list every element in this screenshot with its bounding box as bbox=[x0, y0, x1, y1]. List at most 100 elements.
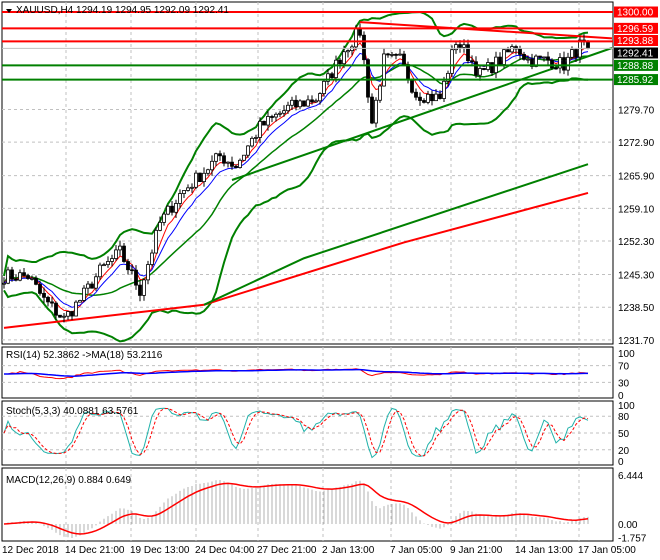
candle-body bbox=[222, 155, 226, 164]
candle-body bbox=[294, 99, 298, 108]
candle-body bbox=[342, 51, 346, 65]
panel-frame bbox=[1, 346, 614, 399]
dropdown-arrow-icon[interactable] bbox=[6, 9, 12, 13]
candle-body bbox=[362, 34, 366, 61]
candle-body bbox=[106, 261, 110, 266]
candle-body bbox=[438, 93, 442, 99]
candle-body bbox=[242, 154, 246, 161]
candle-body bbox=[162, 213, 166, 223]
candle-body bbox=[158, 221, 162, 231]
level-label-bg bbox=[614, 6, 658, 18]
candle-body bbox=[98, 264, 102, 278]
rsi-ma-line bbox=[4, 368, 588, 377]
rsi-tick: 0 bbox=[618, 391, 624, 402]
candle-body bbox=[170, 205, 174, 213]
candle-body bbox=[470, 60, 474, 63]
x-tick-label: 14 Jan 13:00 bbox=[515, 545, 573, 556]
candle-body bbox=[586, 41, 590, 49]
candle-body bbox=[118, 245, 122, 251]
candle-body bbox=[330, 73, 334, 79]
candle-body bbox=[198, 172, 202, 183]
candle-body bbox=[346, 50, 350, 53]
candle-body bbox=[450, 49, 454, 74]
ma-medium bbox=[3, 51, 589, 308]
y-tick-label: 1252.30 bbox=[618, 237, 655, 248]
x-tick-label: 9 Jan 21:00 bbox=[450, 545, 503, 556]
trendline-support bbox=[231, 47, 613, 181]
candle-body bbox=[322, 80, 326, 94]
candle-body bbox=[434, 93, 438, 102]
candle-body bbox=[6, 269, 10, 284]
candle-body bbox=[134, 269, 138, 286]
candle-body bbox=[482, 68, 486, 70]
candle-body bbox=[518, 48, 522, 55]
candle-body bbox=[270, 116, 274, 118]
level-label-bg bbox=[614, 35, 658, 46]
candle-body bbox=[566, 56, 570, 71]
candle-body bbox=[182, 190, 186, 194]
candle-body bbox=[462, 44, 466, 48]
stoch-tick: 80 bbox=[618, 412, 630, 423]
candle-body bbox=[202, 172, 206, 183]
candle-body bbox=[290, 99, 294, 106]
candle-body bbox=[70, 311, 74, 317]
candle-body bbox=[446, 72, 450, 82]
stoch-signal-line bbox=[3, 407, 589, 457]
candle-body bbox=[86, 283, 90, 289]
ma-fast bbox=[3, 42, 589, 314]
candle-body bbox=[54, 302, 58, 316]
candle-body bbox=[306, 99, 310, 107]
candle-body bbox=[570, 49, 574, 58]
candle-body bbox=[430, 93, 434, 102]
candle-body bbox=[66, 311, 70, 317]
candle-body bbox=[466, 44, 470, 62]
level-label: 1293.88 bbox=[617, 36, 654, 47]
level-label-bg bbox=[614, 59, 658, 71]
candle-body bbox=[454, 44, 458, 51]
candle-body bbox=[262, 120, 266, 126]
level-label: 1300.00 bbox=[617, 8, 654, 19]
stoch-label: Stoch(5,3,3) 40.0881 63.5761 bbox=[6, 406, 139, 417]
candle-body bbox=[110, 258, 114, 262]
candle-body bbox=[382, 53, 386, 87]
candle-body bbox=[522, 53, 526, 60]
candle-body bbox=[386, 53, 390, 56]
candle-body bbox=[58, 314, 62, 318]
x-tick-label: 17 Jan 05:00 bbox=[578, 545, 636, 556]
candle-body bbox=[514, 46, 518, 50]
x-tick-label: 7 Jan 05:00 bbox=[390, 545, 443, 556]
candle-body bbox=[234, 165, 238, 168]
candle-body bbox=[30, 277, 34, 280]
candle-body bbox=[258, 120, 262, 138]
candle-body bbox=[34, 277, 38, 285]
trendline-resistance bbox=[359, 21, 613, 40]
candle-body bbox=[498, 56, 502, 65]
candle-body bbox=[114, 249, 118, 259]
bollinger-middle bbox=[3, 55, 589, 296]
candle-body bbox=[74, 301, 78, 317]
candle-body bbox=[150, 252, 154, 265]
candle-body bbox=[358, 28, 362, 36]
candle-body bbox=[278, 112, 282, 115]
candle-body bbox=[102, 264, 106, 267]
candle-body bbox=[574, 49, 578, 58]
candle-body bbox=[26, 275, 30, 279]
candle-body bbox=[542, 56, 546, 59]
x-tick-label: 27 Dec 21:00 bbox=[257, 545, 317, 556]
candle-body bbox=[38, 283, 42, 294]
macd-tick: 6.444 bbox=[618, 471, 643, 482]
y-tick-label: 1265.90 bbox=[618, 172, 655, 183]
candle-body bbox=[550, 59, 554, 69]
candle-body bbox=[254, 137, 258, 139]
panel-frame bbox=[1, 1, 614, 345]
candle-body bbox=[458, 44, 462, 48]
candle-body bbox=[506, 49, 510, 53]
candle-body bbox=[314, 100, 318, 103]
macd-signal-line bbox=[3, 482, 589, 535]
bollinger-upper bbox=[3, 11, 589, 277]
stoch-tick: 20 bbox=[618, 446, 630, 457]
candle-body bbox=[394, 53, 398, 56]
moving-average-long-red bbox=[3, 191, 589, 329]
y-tick-label: 1272.90 bbox=[618, 138, 655, 149]
rsi-tick: 30 bbox=[618, 378, 630, 389]
